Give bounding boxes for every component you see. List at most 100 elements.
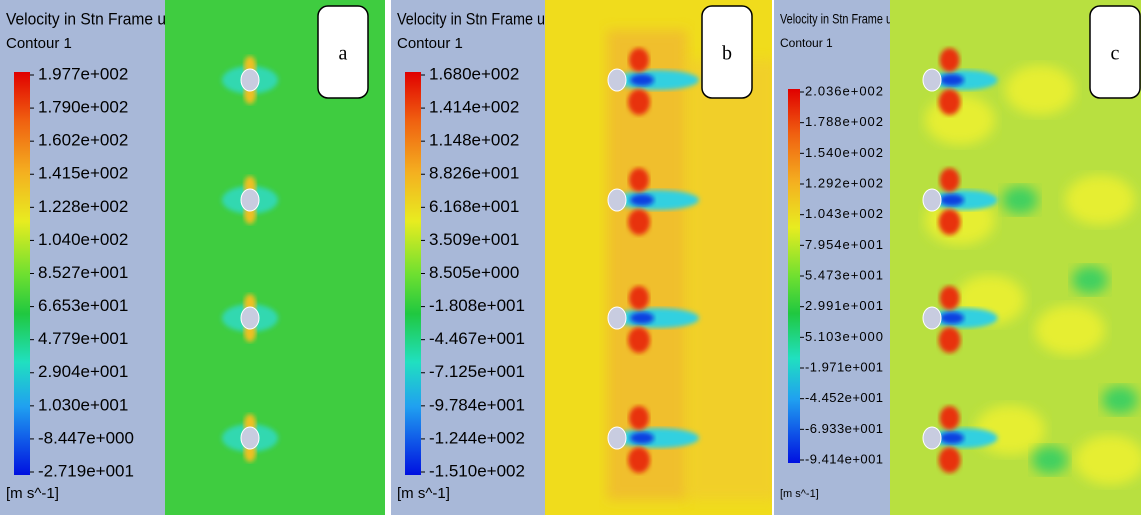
legend-label: 1.790e+002 — [38, 98, 128, 117]
legend-label: 4.779e+001 — [38, 329, 128, 348]
hot — [938, 89, 961, 115]
legend-label: 1.228e+002 — [38, 197, 128, 216]
panel-label: a — [339, 43, 348, 65]
hot — [628, 209, 650, 235]
wake — [615, 190, 699, 210]
panel-label: b — [722, 43, 732, 65]
legend-label: -9.414e+001 — [805, 451, 883, 466]
legend-label: 1.030e+001 — [38, 395, 128, 414]
wake — [940, 432, 964, 444]
legend-label: 1.414e+002 — [429, 98, 519, 117]
unit-label: [m s^-1] — [780, 488, 819, 500]
contour-field — [890, 0, 1141, 515]
cylinder — [607, 306, 627, 330]
legend-title: Velocity in Stn Frame u — [397, 9, 545, 28]
cylinder — [607, 188, 627, 212]
legend-label: 6.653e+001 — [38, 296, 128, 315]
legend-label: -7.125e+001 — [429, 362, 525, 381]
wake — [630, 312, 654, 324]
panel: Velocity in Stn Frame u Contour 1 1.977e+0… — [0, 0, 385, 515]
hot — [939, 406, 960, 430]
legend-label: -8.447e+000 — [38, 428, 134, 447]
legend-label: 7.954e+001 — [805, 237, 883, 252]
legend-label: -1.510e+002 — [429, 461, 525, 480]
legend-label: 5.473e+001 — [805, 267, 883, 282]
hot — [628, 327, 650, 353]
legend-label: -9.784e+001 — [429, 395, 525, 414]
unit-label: [m s^-1] — [6, 485, 59, 502]
legend-label: -4.467e+001 — [429, 329, 525, 348]
legend-subtitle: Contour 1 — [397, 35, 463, 52]
legend-subtitle: Contour 1 — [780, 36, 833, 50]
legend-label: 1.040e+002 — [38, 230, 128, 249]
hot — [938, 447, 961, 473]
legend-title: Velocity in Stn Frame u — [780, 11, 892, 27]
legend-label: 1.977e+002 — [38, 64, 128, 83]
patch — [1005, 65, 1075, 115]
patch — [1065, 175, 1135, 225]
cylinder — [240, 306, 260, 330]
panel-label-box — [701, 5, 753, 99]
wake — [630, 432, 654, 444]
hot — [938, 327, 961, 353]
cylinder — [607, 68, 627, 92]
legend-title: Velocity in Stn Frame u — [6, 9, 166, 28]
legend-label: -2.719e+001 — [38, 461, 134, 480]
patch — [1032, 446, 1068, 474]
hot — [939, 48, 960, 72]
cylinder — [922, 68, 942, 92]
legend-label: 3.509e+001 — [429, 230, 519, 249]
colorbar — [405, 72, 421, 475]
legend-label: 1.540e+002 — [805, 145, 883, 160]
cylinder — [240, 68, 260, 92]
cylinder — [922, 426, 942, 450]
legend-label: 2.991e+001 — [805, 298, 883, 313]
hot — [939, 168, 960, 192]
legend-label: 8.505e+000 — [429, 263, 519, 282]
legend-label: 6.168e+001 — [429, 197, 519, 216]
wake — [940, 194, 964, 206]
cylinder — [922, 188, 942, 212]
legend-label: 1.292e+002 — [805, 175, 883, 190]
legend-label: 1.788e+002 — [805, 114, 883, 129]
legend-label: 1.148e+002 — [429, 131, 519, 150]
wake — [940, 312, 964, 324]
orange-band — [687, 60, 772, 500]
legend-subtitle: Contour 1 — [6, 35, 72, 52]
panel: Velocity in Stn Frame u Contour 1 2.036e+0… — [774, 0, 1141, 515]
wake — [630, 74, 654, 86]
field-shapes — [607, 30, 772, 500]
hot — [629, 168, 649, 192]
cylinder — [240, 426, 260, 450]
legend-label: -6.933e+001 — [805, 421, 883, 436]
unit-label: [m s^-1] — [397, 485, 450, 502]
hot — [629, 286, 649, 310]
wake — [940, 74, 964, 86]
hot — [628, 447, 650, 473]
cylinder — [922, 306, 942, 330]
patch — [1035, 305, 1105, 355]
hot — [629, 48, 649, 72]
legend-label: -1.244e+002 — [429, 428, 525, 447]
legend-label: 8.826e+001 — [429, 164, 519, 183]
legend-label: -4.452e+001 — [805, 390, 883, 405]
legend-label: -1.971e+001 — [805, 359, 883, 374]
legend-label: 1.415e+002 — [38, 164, 128, 183]
hot — [628, 89, 650, 115]
panel-label-box — [1089, 5, 1141, 99]
patch — [1102, 386, 1138, 414]
hot — [939, 286, 960, 310]
colorbar — [788, 89, 800, 463]
legend-label: 1.043e+002 — [805, 206, 883, 221]
patch — [975, 405, 1045, 455]
legend-label: -1.808e+001 — [429, 296, 525, 315]
cylinder — [607, 426, 627, 450]
wake — [615, 428, 699, 448]
patch — [1075, 435, 1141, 485]
legend-label: 2.904e+001 — [38, 362, 128, 381]
panel: Velocity in Stn Frame u Contour 1 1.680e+0… — [391, 0, 772, 515]
wake — [630, 194, 654, 206]
legend-label: 1.680e+002 — [429, 64, 519, 83]
legend-label: 1.602e+002 — [38, 131, 128, 150]
